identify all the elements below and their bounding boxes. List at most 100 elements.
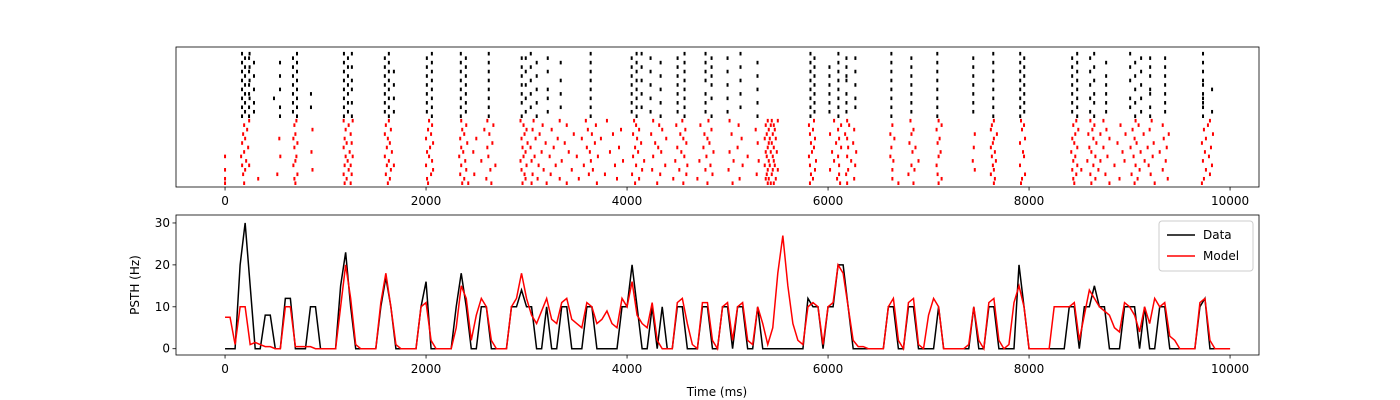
spike bbox=[463, 132, 466, 136]
x-tick-label: 6000 bbox=[813, 194, 844, 208]
spike bbox=[603, 172, 606, 177]
spike bbox=[459, 136, 462, 141]
spike bbox=[1023, 123, 1026, 127]
spike bbox=[1090, 181, 1093, 185]
spike bbox=[757, 159, 760, 163]
spike bbox=[829, 132, 832, 136]
spike bbox=[659, 172, 662, 177]
spike bbox=[1129, 96, 1132, 101]
spike bbox=[559, 60, 562, 65]
spike bbox=[351, 154, 354, 159]
spike bbox=[989, 127, 992, 132]
spike bbox=[754, 127, 757, 132]
spike bbox=[844, 132, 847, 136]
spike bbox=[1023, 65, 1026, 69]
spike bbox=[488, 132, 491, 136]
spike bbox=[294, 159, 297, 163]
spike bbox=[710, 127, 713, 132]
spike bbox=[1113, 163, 1116, 168]
spike bbox=[386, 136, 389, 141]
spike bbox=[459, 51, 462, 56]
spike bbox=[708, 141, 711, 145]
spike bbox=[809, 105, 812, 110]
spike bbox=[712, 150, 715, 154]
spike bbox=[342, 172, 345, 177]
spike bbox=[530, 159, 533, 163]
spike bbox=[763, 163, 766, 168]
spike bbox=[589, 159, 592, 163]
spike bbox=[464, 56, 467, 60]
spike bbox=[686, 163, 689, 168]
spike bbox=[640, 141, 643, 145]
spike bbox=[587, 172, 590, 177]
spike bbox=[1164, 83, 1167, 87]
spike bbox=[430, 78, 433, 83]
spike bbox=[1158, 150, 1161, 154]
spike bbox=[659, 87, 662, 92]
spike bbox=[1088, 145, 1091, 150]
spike bbox=[224, 176, 227, 181]
spike bbox=[910, 83, 913, 87]
spike bbox=[685, 141, 688, 145]
spike bbox=[342, 69, 345, 74]
spike bbox=[430, 114, 433, 118]
spike bbox=[522, 154, 525, 159]
spike bbox=[737, 123, 740, 127]
spike bbox=[537, 163, 540, 168]
spike bbox=[1161, 168, 1164, 172]
spike bbox=[636, 136, 639, 141]
spike bbox=[241, 96, 244, 101]
spike bbox=[726, 109, 729, 114]
spike bbox=[845, 65, 848, 69]
spike bbox=[241, 163, 244, 168]
spike bbox=[244, 65, 247, 69]
spike bbox=[769, 123, 772, 127]
spike bbox=[459, 78, 462, 83]
x-tick-label: 0 bbox=[221, 194, 229, 208]
spike bbox=[293, 176, 296, 181]
spike bbox=[776, 118, 779, 123]
spike bbox=[535, 74, 538, 78]
spike bbox=[248, 83, 251, 87]
spike bbox=[618, 145, 621, 150]
spike bbox=[349, 163, 352, 168]
spike bbox=[567, 150, 570, 154]
spike bbox=[1153, 181, 1156, 185]
spike bbox=[589, 51, 592, 56]
spike bbox=[431, 159, 434, 163]
spike bbox=[890, 51, 893, 56]
spike bbox=[739, 92, 742, 96]
spike bbox=[1202, 83, 1205, 87]
spike bbox=[1089, 83, 1092, 87]
spike bbox=[641, 168, 644, 172]
spike bbox=[1140, 69, 1143, 74]
spike bbox=[1140, 56, 1143, 60]
spike bbox=[1019, 60, 1022, 65]
spike bbox=[635, 105, 638, 110]
spike bbox=[808, 181, 811, 185]
spike bbox=[891, 168, 894, 172]
spike bbox=[432, 141, 435, 145]
spike bbox=[741, 163, 744, 168]
spike bbox=[525, 163, 528, 168]
x-tick-label: 10000 bbox=[1211, 362, 1249, 376]
spike bbox=[565, 181, 568, 185]
spike bbox=[992, 136, 995, 141]
spike bbox=[1123, 159, 1126, 163]
spike bbox=[595, 181, 598, 185]
spike bbox=[385, 163, 388, 168]
spike bbox=[520, 101, 523, 105]
spike bbox=[467, 181, 470, 185]
spike bbox=[599, 136, 602, 141]
spike bbox=[529, 145, 532, 150]
spike bbox=[487, 154, 490, 159]
spike bbox=[774, 136, 777, 141]
spike bbox=[992, 51, 995, 56]
spike bbox=[383, 65, 386, 69]
spike bbox=[1076, 105, 1079, 110]
spike bbox=[1167, 132, 1170, 136]
spike bbox=[427, 127, 430, 132]
spike bbox=[248, 65, 251, 69]
spike bbox=[854, 83, 857, 87]
spike bbox=[584, 118, 587, 123]
